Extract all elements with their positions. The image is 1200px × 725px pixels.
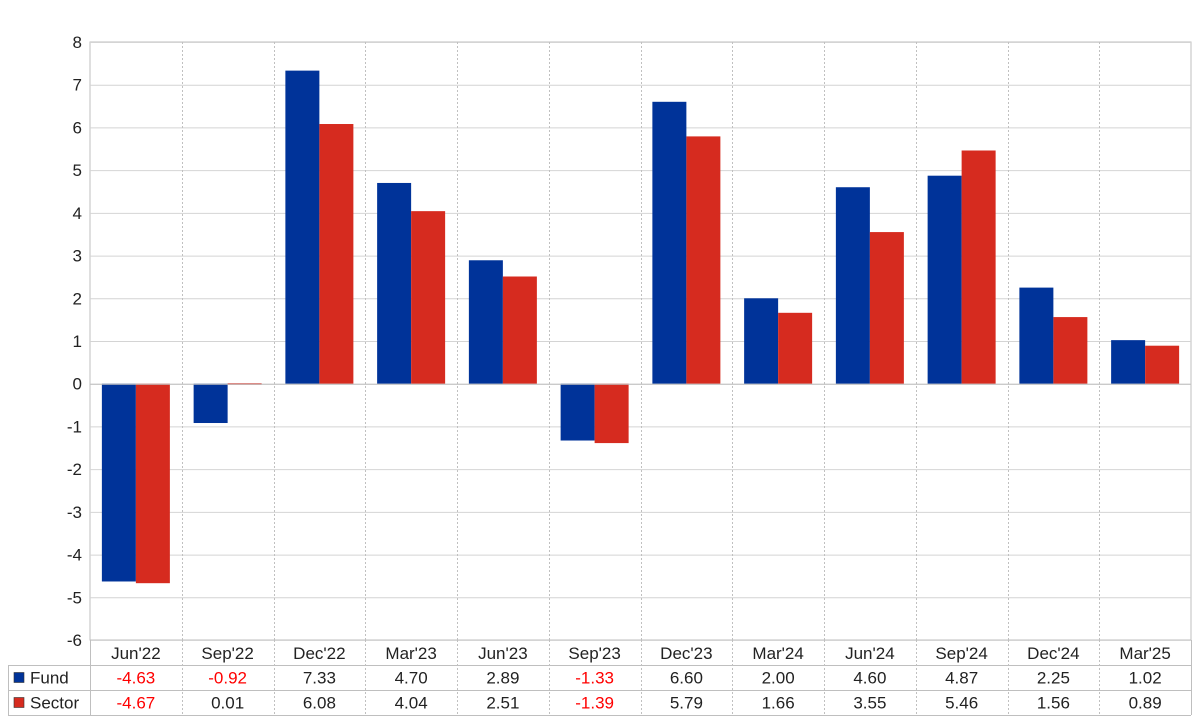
x-tick-label: Mar'23 <box>385 644 436 663</box>
y-tick-label: -2 <box>67 460 82 479</box>
x-tick-label: Dec'23 <box>660 644 712 663</box>
bar-fund <box>927 175 962 384</box>
x-tick-label: Mar'24 <box>752 644 803 663</box>
bar-fund <box>1019 287 1054 384</box>
data-label-fund: 2.89 <box>486 669 519 688</box>
legend-label-fund: Fund <box>30 669 69 688</box>
data-label-fund: -1.33 <box>575 669 614 688</box>
bar-sector <box>502 276 537 384</box>
y-tick-label: 7 <box>73 76 82 95</box>
data-label-sector: 2.51 <box>486 694 519 713</box>
y-tick-label: 0 <box>73 375 82 394</box>
bar-sector <box>961 150 996 384</box>
data-label-sector: 6.08 <box>303 694 336 713</box>
legend-swatch-fund <box>13 672 25 683</box>
bar-sector <box>594 383 629 444</box>
x-tick-label: Sep'22 <box>201 644 253 663</box>
data-label-fund: 4.70 <box>395 669 428 688</box>
x-tick-label: Dec'22 <box>293 644 345 663</box>
x-tick-label: Jun'22 <box>111 644 161 663</box>
data-label-fund: 4.60 <box>853 669 886 688</box>
x-tick-label: Jun'23 <box>478 644 528 663</box>
y-tick-label: 6 <box>73 118 82 137</box>
bar-sector <box>686 136 721 384</box>
bar-fund <box>468 260 503 384</box>
bar-fund <box>101 383 136 582</box>
x-tick-label: Dec'24 <box>1027 644 1079 663</box>
bar-fund <box>1111 340 1146 384</box>
legend-label-sector: Sector <box>30 694 79 713</box>
data-label-fund: 7.33 <box>303 669 336 688</box>
bar-fund <box>285 70 320 384</box>
bar-sector <box>411 211 446 384</box>
bar-sector <box>869 232 904 384</box>
legend-swatch-sector <box>13 697 25 708</box>
data-label-sector: 3.55 <box>853 694 886 713</box>
data-label-fund: -0.92 <box>208 669 247 688</box>
data-label-sector: -4.67 <box>117 694 156 713</box>
data-label-fund: 2.00 <box>762 669 795 688</box>
data-label-sector: 4.04 <box>395 694 428 713</box>
bar-fund <box>377 182 412 384</box>
bar-fund <box>193 383 228 424</box>
data-label-sector: 1.56 <box>1037 694 1070 713</box>
data-label-fund: 4.87 <box>945 669 978 688</box>
bar-sector <box>778 312 813 384</box>
x-tick-label: Mar'25 <box>1119 644 1170 663</box>
y-tick-label: 4 <box>73 204 82 223</box>
y-tick-label: 8 <box>73 33 82 52</box>
data-label-sector: 5.79 <box>670 694 703 713</box>
bar-fund <box>560 383 595 441</box>
bar-fund <box>835 187 870 384</box>
x-tick-label: Jun'24 <box>845 644 895 663</box>
data-label-sector: -1.39 <box>575 694 614 713</box>
bar-fund <box>652 101 687 384</box>
data-label-fund: -4.63 <box>117 669 156 688</box>
y-tick-label: 2 <box>73 289 82 308</box>
data-label-sector: 5.46 <box>945 694 978 713</box>
y-tick-label: 1 <box>73 332 82 351</box>
bar-fund <box>744 298 779 384</box>
y-tick-label: 3 <box>73 247 82 266</box>
data-label-fund: 6.60 <box>670 669 703 688</box>
y-tick-label: -4 <box>67 546 82 565</box>
data-label-fund: 1.02 <box>1129 669 1162 688</box>
x-tick-label: Sep'24 <box>935 644 987 663</box>
data-label-sector: 1.66 <box>762 694 795 713</box>
bar-sector <box>135 383 170 584</box>
data-label-fund: 2.25 <box>1037 669 1070 688</box>
y-tick-label: -6 <box>67 631 82 650</box>
data-label-sector: 0.01 <box>211 694 244 713</box>
bar-sector <box>1053 317 1088 384</box>
data-label-sector: 0.89 <box>1129 694 1162 713</box>
bar-sector <box>1145 345 1180 384</box>
y-tick-label: -5 <box>67 588 82 607</box>
x-tick-label: Sep'23 <box>568 644 620 663</box>
y-tick-label: -3 <box>67 503 82 522</box>
bar-sector <box>319 124 354 384</box>
y-tick-label: 5 <box>73 161 82 180</box>
y-tick-label: -1 <box>67 417 82 436</box>
